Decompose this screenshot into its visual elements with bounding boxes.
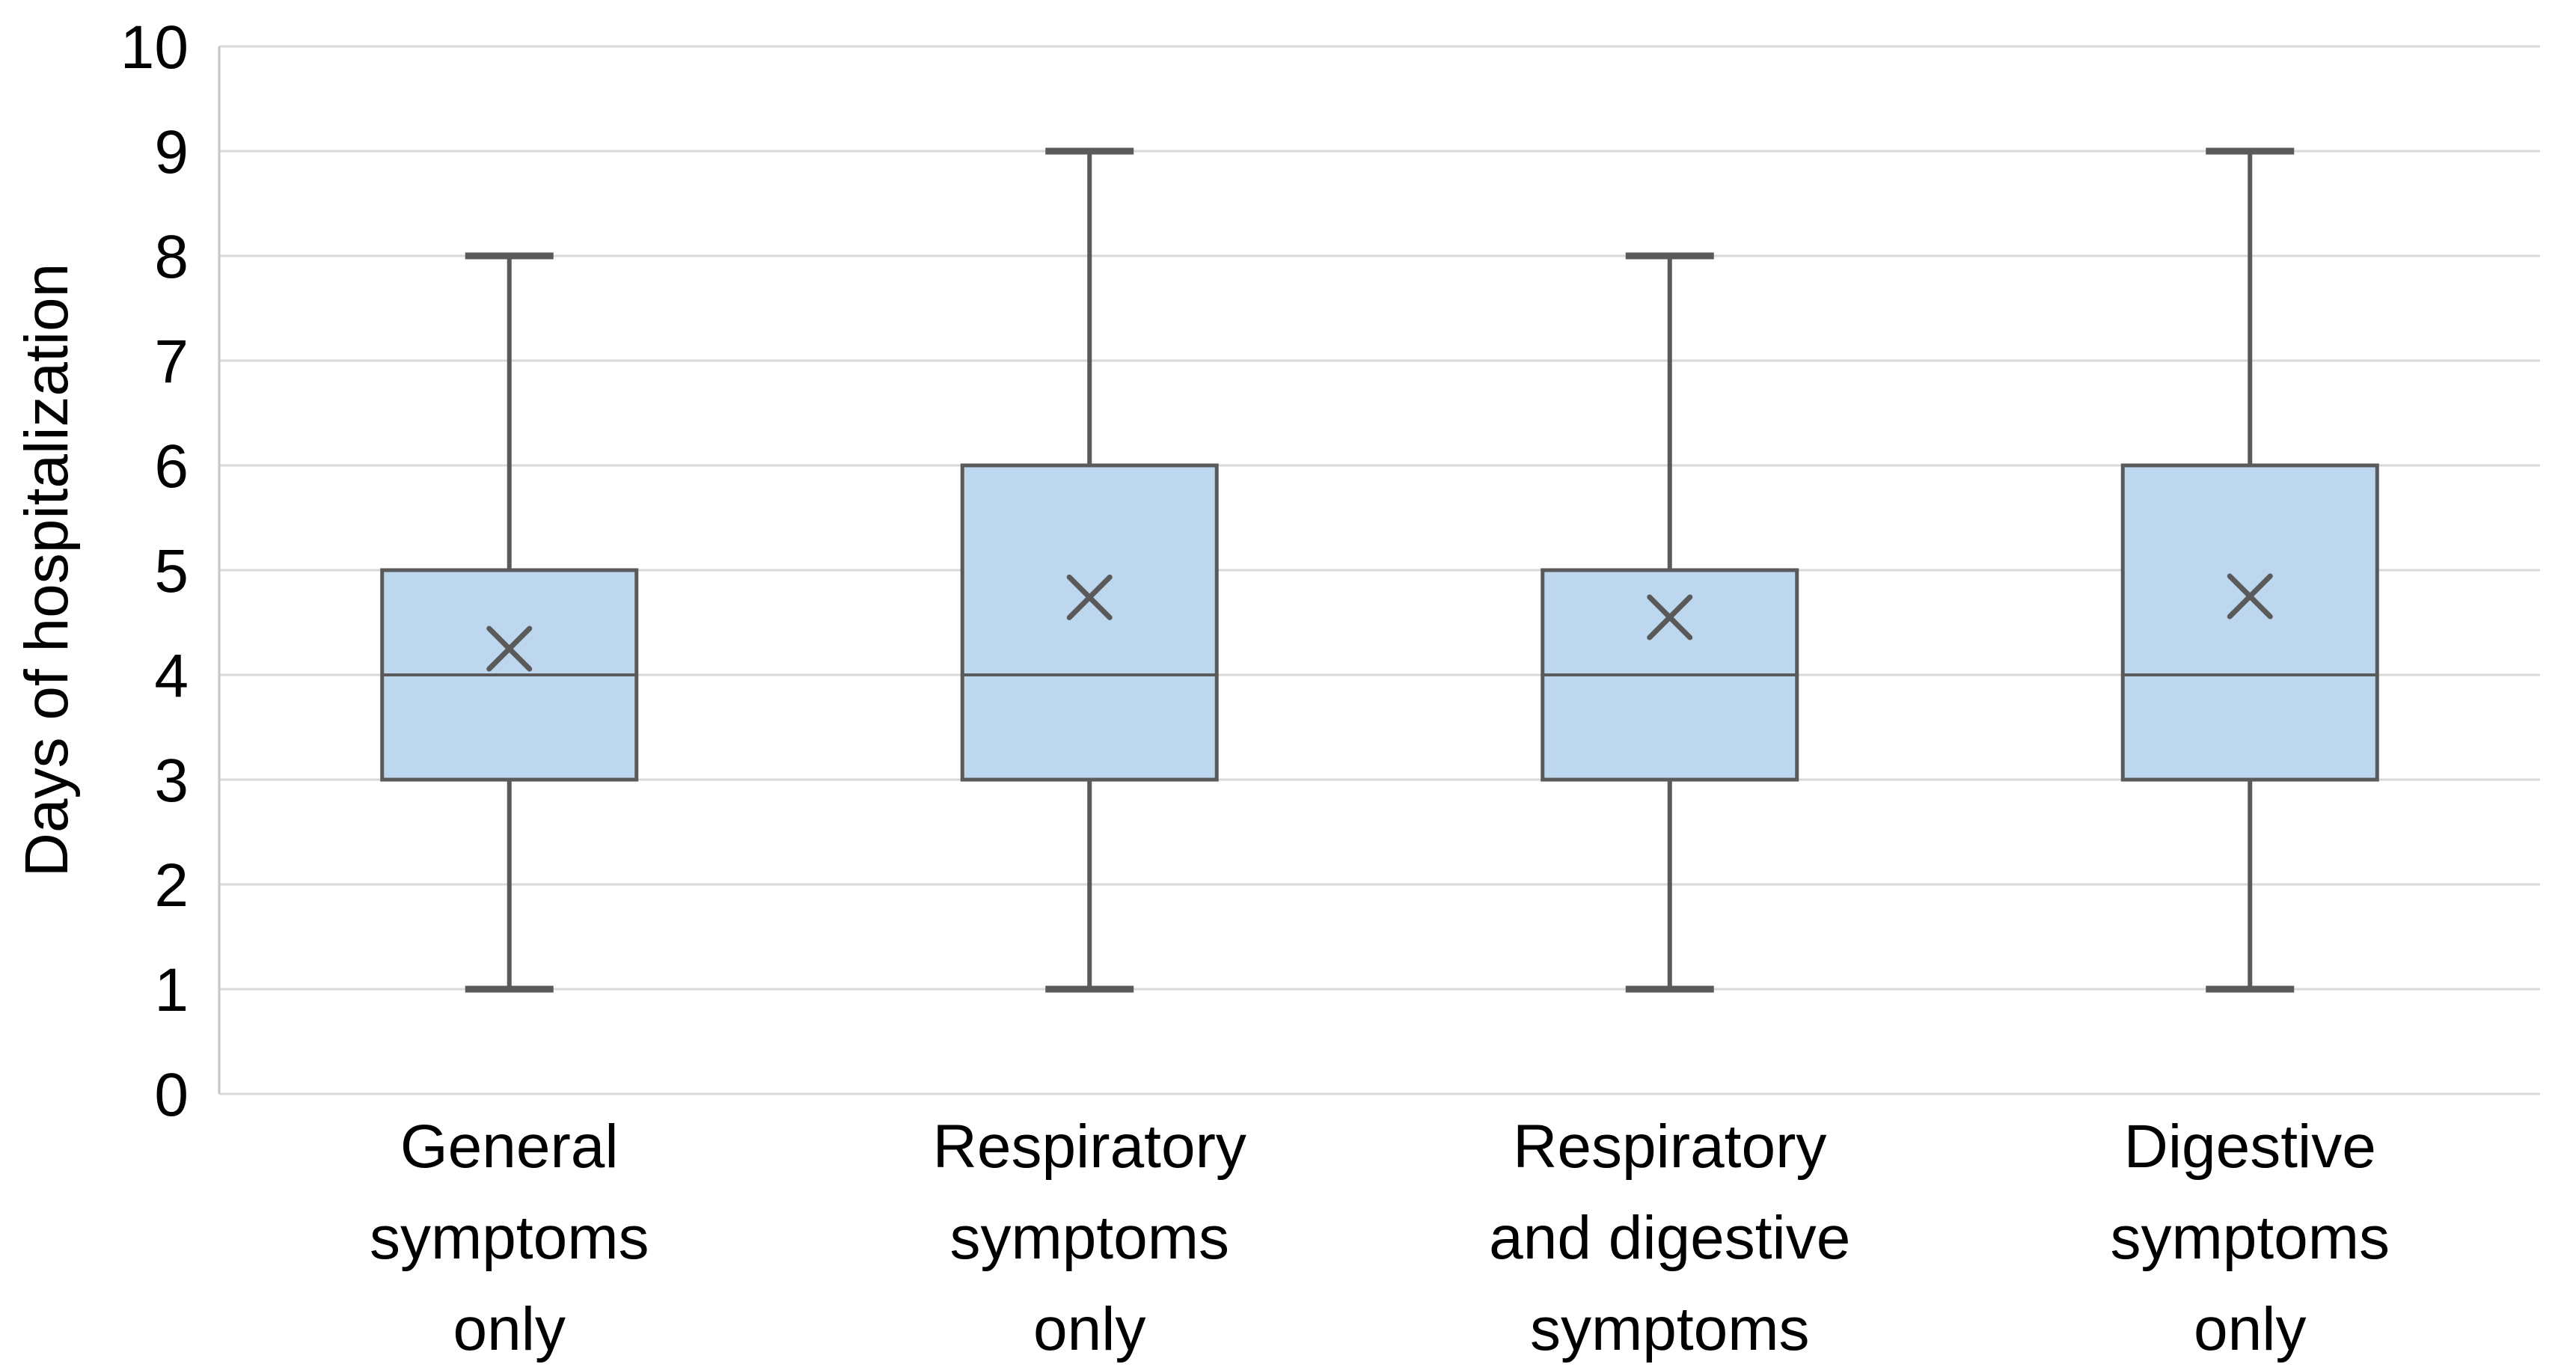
category-label: Respiratory and digestive symptoms [1489, 1113, 1850, 1363]
y-tick-label: 0 [154, 1061, 189, 1129]
category-label-line: General [400, 1113, 619, 1181]
category-label-line: symptoms [949, 1204, 1229, 1272]
y-tick-label: 5 [154, 537, 189, 605]
category-labels-group: General symptoms only Respiratory symptoms on… [370, 1113, 2390, 1363]
mean-marker [2227, 573, 2273, 620]
mean-marker [1066, 574, 1113, 620]
tick-labels-group: 0 1 2 3 4 5 6 7 8 9 10 [120, 13, 189, 1129]
mean-marker [486, 626, 533, 672]
y-tick-label: 4 [154, 642, 189, 710]
category-label-line: only [1033, 1295, 1145, 1363]
y-tick-label: 8 [154, 223, 189, 291]
y-tick-label: 6 [154, 432, 189, 501]
iqr-box [2120, 463, 2379, 782]
category-label: Digestive symptoms only [2110, 1113, 2390, 1363]
y-tick-label: 10 [120, 13, 189, 82]
category-label: General symptoms only [370, 1113, 649, 1363]
category-label-line: and digestive [1489, 1204, 1850, 1272]
category-label-line: only [453, 1295, 566, 1363]
mean-marker [1647, 594, 1693, 640]
category-label-line: Respiratory [1513, 1113, 1826, 1181]
y-axis-title: Days of hospitalization [13, 263, 81, 877]
category-label-line: symptoms [2110, 1204, 2390, 1272]
category-label-line: only [2194, 1295, 2306, 1363]
y-tick-label: 9 [154, 118, 189, 186]
category-label-line: symptoms [1530, 1295, 1810, 1363]
y-tick-label: 7 [154, 328, 189, 396]
category-label-line: Digestive [2124, 1113, 2376, 1181]
category-label: Respiratory symptoms only [933, 1113, 1246, 1363]
y-tick-label: 3 [154, 747, 189, 815]
category-label-line: symptoms [370, 1204, 649, 1272]
y-tick-label: 2 [154, 851, 189, 920]
boxes-group [380, 147, 2379, 993]
iqr-box [960, 463, 1219, 782]
category-label-line: Respiratory [933, 1113, 1246, 1181]
y-tick-label: 1 [154, 956, 189, 1024]
